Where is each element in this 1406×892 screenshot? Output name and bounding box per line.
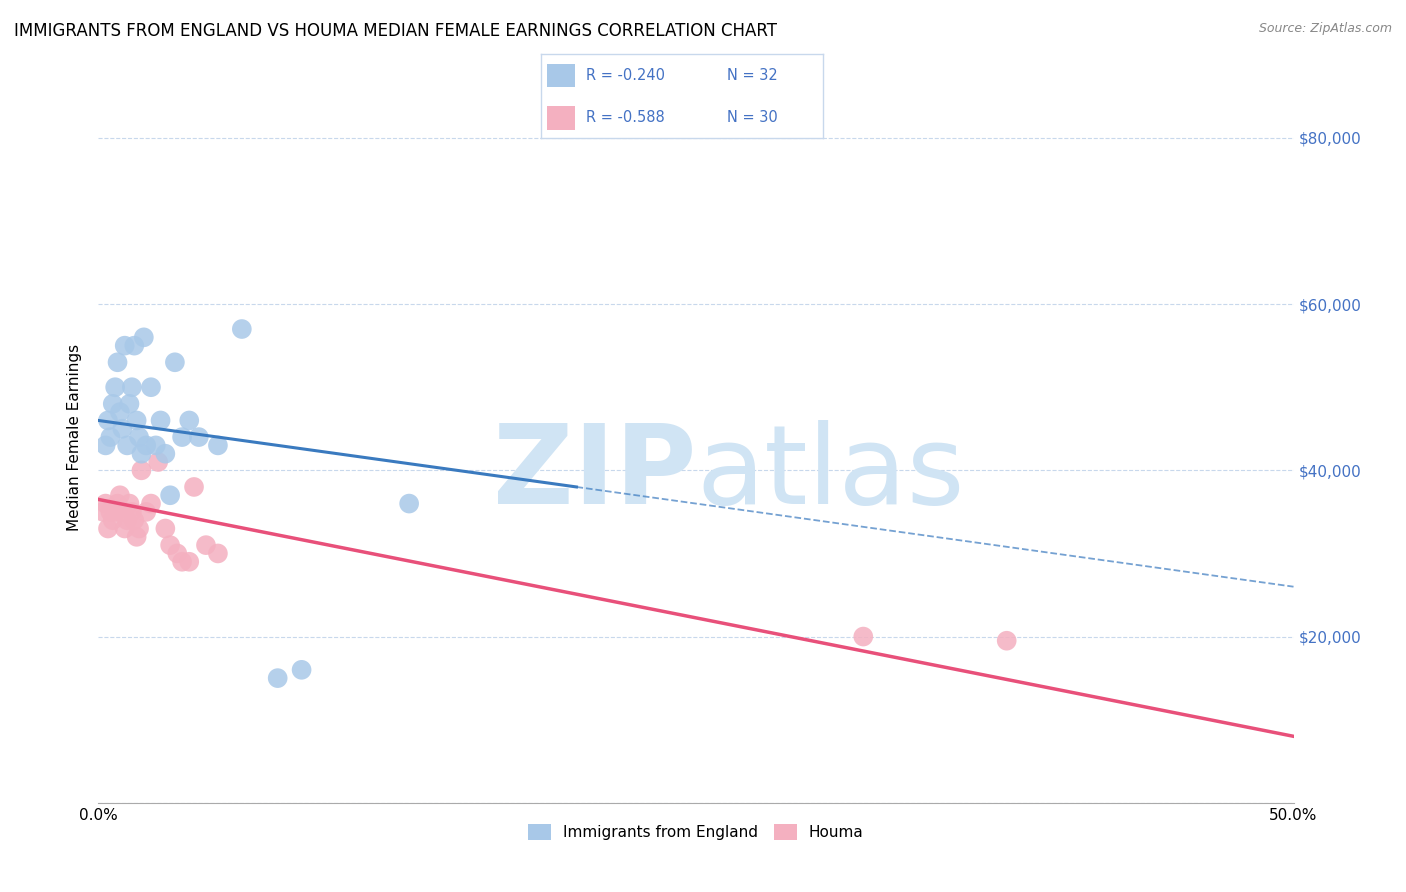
- Point: [172, 430, 194, 444]
- Point: [131, 463, 153, 477]
- Point: [111, 422, 134, 436]
- Text: atlas: atlas: [696, 420, 965, 527]
- Point: [125, 530, 148, 544]
- Text: N = 30: N = 30: [727, 111, 778, 126]
- Point: [231, 322, 253, 336]
- Text: N = 32: N = 32: [727, 68, 778, 83]
- Point: [98, 430, 122, 444]
- Text: R = -0.240: R = -0.240: [586, 68, 665, 83]
- Point: [155, 521, 177, 535]
- Text: IMMIGRANTS FROM ENGLAND VS HOUMA MEDIAN FEMALE EARNINGS CORRELATION CHART: IMMIGRANTS FROM ENGLAND VS HOUMA MEDIAN …: [14, 22, 778, 40]
- Point: [104, 505, 127, 519]
- Point: [159, 538, 181, 552]
- Point: [398, 497, 420, 511]
- Point: [104, 380, 127, 394]
- Point: [97, 521, 120, 535]
- Point: [139, 380, 162, 394]
- Point: [115, 513, 138, 527]
- Point: [131, 447, 153, 461]
- Point: [94, 497, 117, 511]
- Point: [121, 505, 143, 519]
- Point: [179, 555, 201, 569]
- Point: [108, 488, 131, 502]
- Point: [128, 430, 150, 444]
- Point: [125, 413, 148, 427]
- Point: [291, 663, 314, 677]
- Point: [187, 430, 209, 444]
- Point: [121, 380, 143, 394]
- Point: [118, 397, 141, 411]
- Point: [149, 413, 172, 427]
- Point: [163, 355, 186, 369]
- Bar: [547, 63, 575, 87]
- Point: [145, 438, 167, 452]
- Point: [124, 513, 146, 527]
- Point: [139, 497, 162, 511]
- Point: [207, 438, 229, 452]
- Point: [101, 397, 124, 411]
- Point: [135, 505, 157, 519]
- Point: [98, 505, 122, 519]
- Y-axis label: Median Female Earnings: Median Female Earnings: [67, 343, 83, 531]
- Point: [108, 405, 131, 419]
- Point: [179, 413, 201, 427]
- Point: [995, 633, 1018, 648]
- Bar: [547, 106, 575, 130]
- Point: [97, 413, 120, 427]
- Point: [159, 488, 181, 502]
- Point: [852, 630, 875, 644]
- Point: [135, 438, 157, 452]
- Point: [132, 330, 155, 344]
- Point: [107, 355, 129, 369]
- Point: [111, 505, 134, 519]
- Point: [148, 455, 170, 469]
- Point: [94, 438, 117, 452]
- Point: [155, 447, 177, 461]
- Point: [128, 521, 150, 535]
- Point: [207, 546, 229, 560]
- Point: [124, 338, 146, 352]
- Point: [267, 671, 290, 685]
- Point: [91, 505, 114, 519]
- Point: [166, 546, 188, 560]
- Point: [101, 513, 124, 527]
- Text: R = -0.588: R = -0.588: [586, 111, 665, 126]
- Point: [183, 480, 205, 494]
- Point: [107, 497, 129, 511]
- Legend: Immigrants from England, Houma: Immigrants from England, Houma: [522, 818, 870, 847]
- Text: Source: ZipAtlas.com: Source: ZipAtlas.com: [1258, 22, 1392, 36]
- Point: [115, 438, 138, 452]
- Point: [118, 497, 141, 511]
- Point: [114, 338, 136, 352]
- Text: ZIP: ZIP: [492, 420, 696, 527]
- Point: [172, 555, 194, 569]
- Point: [195, 538, 218, 552]
- Point: [114, 521, 136, 535]
